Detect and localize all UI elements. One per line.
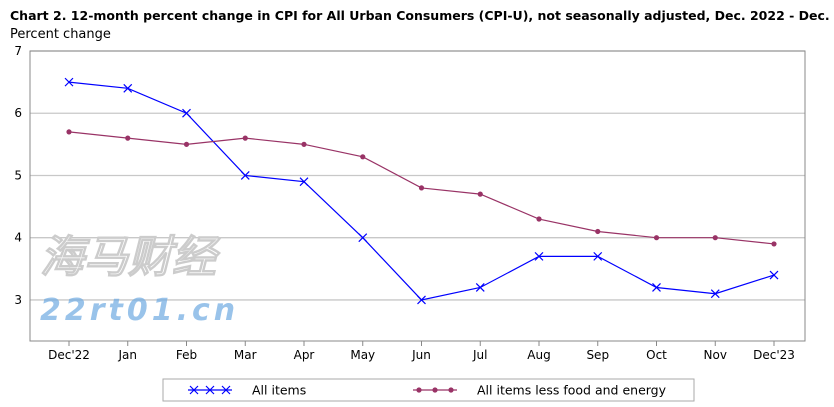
legend-marker xyxy=(416,387,422,393)
data-point xyxy=(653,235,660,241)
data-point xyxy=(710,289,720,299)
x-tick-label: Oct xyxy=(646,348,667,362)
data-point xyxy=(477,191,483,197)
legend-marker xyxy=(448,387,454,393)
x-tick-label: Sep xyxy=(586,348,609,362)
series-line-all-items xyxy=(68,81,775,301)
plot-area xyxy=(29,50,806,342)
x-tick-label: Mar xyxy=(234,348,257,362)
data-point xyxy=(240,171,250,180)
legend-marker xyxy=(205,385,215,395)
y-tick-label: 6 xyxy=(14,106,22,120)
x-tick-label: Jan xyxy=(118,348,138,362)
data-point xyxy=(536,216,542,222)
y-tick-label: 5 xyxy=(14,168,22,182)
x-tick-label: Jul xyxy=(472,348,487,362)
data-point xyxy=(475,283,485,292)
data-point xyxy=(360,154,366,160)
y-tick-label: 3 xyxy=(14,293,22,307)
legend-marker xyxy=(221,385,231,395)
data-point xyxy=(358,233,368,243)
x-tick-label: Apr xyxy=(294,348,315,362)
data-point xyxy=(417,295,426,305)
x-tick-label: Dec'23 xyxy=(753,348,795,362)
x-tick-label: Dec'22 xyxy=(48,348,90,362)
data-point xyxy=(301,141,307,147)
y-tick-label: 7 xyxy=(14,44,22,58)
data-point xyxy=(534,251,544,261)
x-tick-label: Nov xyxy=(704,348,727,362)
data-point xyxy=(125,135,131,141)
data-point xyxy=(64,77,74,87)
data-point xyxy=(182,108,191,118)
legend-label: All items less food and energy xyxy=(477,383,667,398)
data-point xyxy=(595,228,601,235)
x-tick-label: May xyxy=(350,348,375,362)
x-tick-label: Jun xyxy=(411,348,431,362)
data-point xyxy=(593,251,603,261)
data-point xyxy=(183,141,190,147)
y-axis-label: Percent change xyxy=(10,27,111,42)
data-point xyxy=(652,283,661,292)
chart-title: Chart 2. 12-month percent change in CPI … xyxy=(10,8,834,23)
legend-label: All items xyxy=(252,383,306,398)
data-point xyxy=(242,135,248,141)
x-tick-label: Feb xyxy=(176,348,197,362)
data-point xyxy=(771,241,777,247)
data-point xyxy=(712,235,718,241)
data-point xyxy=(123,83,133,93)
legend-marker xyxy=(432,387,438,393)
data-point xyxy=(418,185,425,191)
data-point xyxy=(769,270,779,280)
data-point xyxy=(299,177,309,187)
data-point xyxy=(66,129,72,135)
legend-marker xyxy=(189,385,199,395)
x-tick-label: Aug xyxy=(527,348,550,362)
y-tick-label: 4 xyxy=(14,231,22,245)
